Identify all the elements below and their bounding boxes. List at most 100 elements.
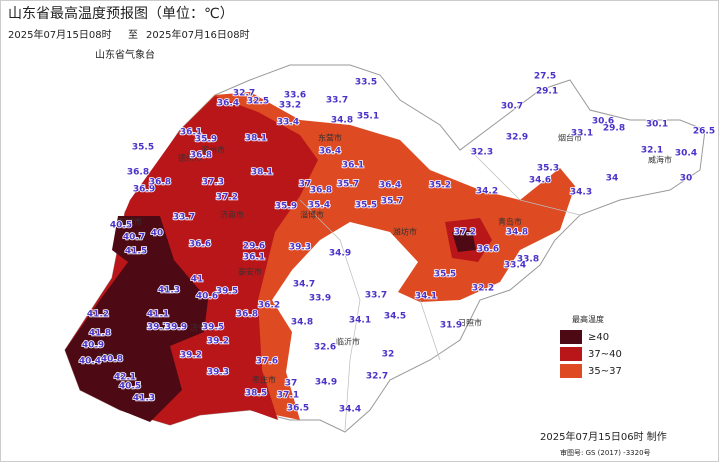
- temperature-label: 36.8: [127, 168, 149, 178]
- temperature-label: 32: [382, 350, 395, 360]
- city-name: 枣庄市: [252, 375, 276, 385]
- city-name: 泰安市: [238, 267, 262, 277]
- temperature-label: 40.9: [82, 341, 104, 351]
- temperature-label: 31.9: [440, 321, 462, 331]
- temperature-label: 35.2: [429, 181, 451, 191]
- temperature-label: 42.1: [114, 373, 136, 383]
- city-name: 烟台市: [558, 133, 582, 143]
- province: [64, 64, 706, 433]
- temperature-label: 34.8: [506, 228, 528, 238]
- temperature-labels: 33.5 27.5 29.1 32.7 33.6 36.4 32.5 33.2 33.7 30.7…: [78, 71, 716, 416]
- temperature-label: 40.8: [101, 355, 123, 365]
- temperature-label: 36.5: [287, 404, 309, 414]
- temperature-label: 33.5: [355, 78, 377, 88]
- temperature-label: 35.5: [434, 270, 456, 280]
- temperature-label: 37: [299, 180, 312, 190]
- temperature-label: 35.3: [537, 164, 559, 174]
- temperature-label: 34.3: [570, 188, 592, 198]
- temperature-label: 36.8: [190, 151, 212, 161]
- temperature-label: 34.9: [329, 249, 351, 259]
- temperature-label: 38.5: [245, 389, 267, 399]
- temperature-label: 35.9: [275, 202, 297, 212]
- agency: 山东省气象台: [95, 48, 155, 61]
- temperature-label: 41.8: [89, 329, 111, 339]
- legend-label: 37~40: [588, 349, 622, 360]
- temperature-label: 33.2: [279, 101, 301, 111]
- temperature-label: 33.9: [309, 294, 331, 304]
- temperature-label: 35.5: [132, 143, 154, 153]
- period-start: 2025年07月15日08时: [8, 28, 112, 41]
- temperature-label: 37.2: [216, 193, 238, 203]
- temperature-label: 33.4: [277, 118, 299, 128]
- temperature-label: 40.5: [110, 221, 132, 231]
- temperature-label: 33.6: [284, 91, 306, 101]
- temperature-label: 40.5: [119, 382, 141, 392]
- made-note: 2025年07月15日06时 制作: [540, 430, 667, 443]
- temperature-label: 35.1: [357, 112, 379, 122]
- temperature-label: 40.4: [79, 357, 101, 367]
- city-name: 威海市: [648, 155, 672, 165]
- approval-note: 审图号: GS (2017) -3320号: [560, 448, 651, 457]
- temperature-label: 36.8: [236, 310, 258, 320]
- period-end: 2025年07月16日08时: [146, 28, 250, 41]
- temperature-label: 29.8: [603, 124, 625, 134]
- temperature-label: 35.9: [195, 135, 217, 145]
- city-name: 临沂市: [336, 337, 360, 347]
- temperature-label: 29.6: [243, 242, 265, 252]
- temperature-label: 32.2: [472, 284, 494, 294]
- temperature-label: 39.3: [289, 243, 311, 253]
- temperature-label: 35.4: [308, 201, 330, 211]
- temperature-label: 39.2: [180, 351, 202, 361]
- city-name: 济南市: [220, 210, 244, 220]
- temperature-label: 40: [151, 229, 164, 239]
- temperature-label: 36.4: [379, 181, 401, 191]
- temperature-label: 37: [285, 379, 298, 389]
- city-name: 济宁市: [190, 323, 214, 333]
- temperature-label: 41: [191, 275, 204, 285]
- temperature-label: 34.7: [293, 280, 315, 290]
- temperature-label: 32.7: [366, 372, 388, 382]
- temperature-label: 41.3: [133, 394, 155, 404]
- legend-label: 35~37: [588, 366, 622, 377]
- temperature-label: 36.8: [310, 186, 332, 196]
- temperature-label: 33.8: [517, 255, 539, 265]
- temperature-label: 32.9: [506, 133, 528, 143]
- temperature-label: 37.3: [202, 178, 224, 188]
- legend-swatch: [560, 364, 582, 378]
- temperature-label: 32.3: [471, 148, 493, 158]
- temperature-label: 33.1: [571, 129, 593, 139]
- city-name: 滨州市: [201, 145, 225, 155]
- city-name: 菏泽市: [98, 352, 122, 362]
- temperature-label: 36.9: [133, 185, 155, 195]
- city-name: 日照市: [458, 318, 482, 328]
- temperature-label: 34.6: [529, 176, 551, 186]
- city-name: 青岛市: [498, 217, 522, 227]
- title: 山东省最高温度预报图（单位：℃）: [8, 5, 234, 22]
- temperature-label: 30: [680, 174, 693, 184]
- temperature-label: 34.1: [349, 316, 371, 326]
- temperature-label: 34: [606, 174, 619, 184]
- temperature-label: 32.1: [641, 146, 663, 156]
- temperature-label: 33.7: [173, 213, 195, 223]
- temperature-label: 41.2: [87, 310, 109, 320]
- period-sep: 至: [128, 29, 138, 41]
- temperature-label: 41.5: [125, 247, 147, 257]
- temperature-label: 37.6: [256, 357, 278, 367]
- temperature-label: 40.7: [123, 233, 145, 243]
- temperature-label: 39.7: [147, 323, 169, 333]
- temperature-label: 39.3: [207, 368, 229, 378]
- temperature-label: 37.1: [277, 391, 299, 401]
- temperature-label: 30.4: [675, 149, 697, 159]
- temperature-label: 34.4: [339, 405, 361, 415]
- legend: 最高温度 ≥40 37~40 35~37: [560, 314, 622, 378]
- temperature-label: 26.5: [693, 127, 715, 137]
- temperature-label: 36.4: [217, 99, 239, 109]
- legend-title: 最高温度: [572, 314, 604, 324]
- temperature-label: 36.6: [477, 245, 499, 255]
- temperature-label: 41.1: [147, 310, 169, 320]
- legend-swatch: [560, 330, 582, 344]
- city-name: 东营市: [318, 133, 342, 143]
- temperature-label: 39.5: [202, 323, 224, 333]
